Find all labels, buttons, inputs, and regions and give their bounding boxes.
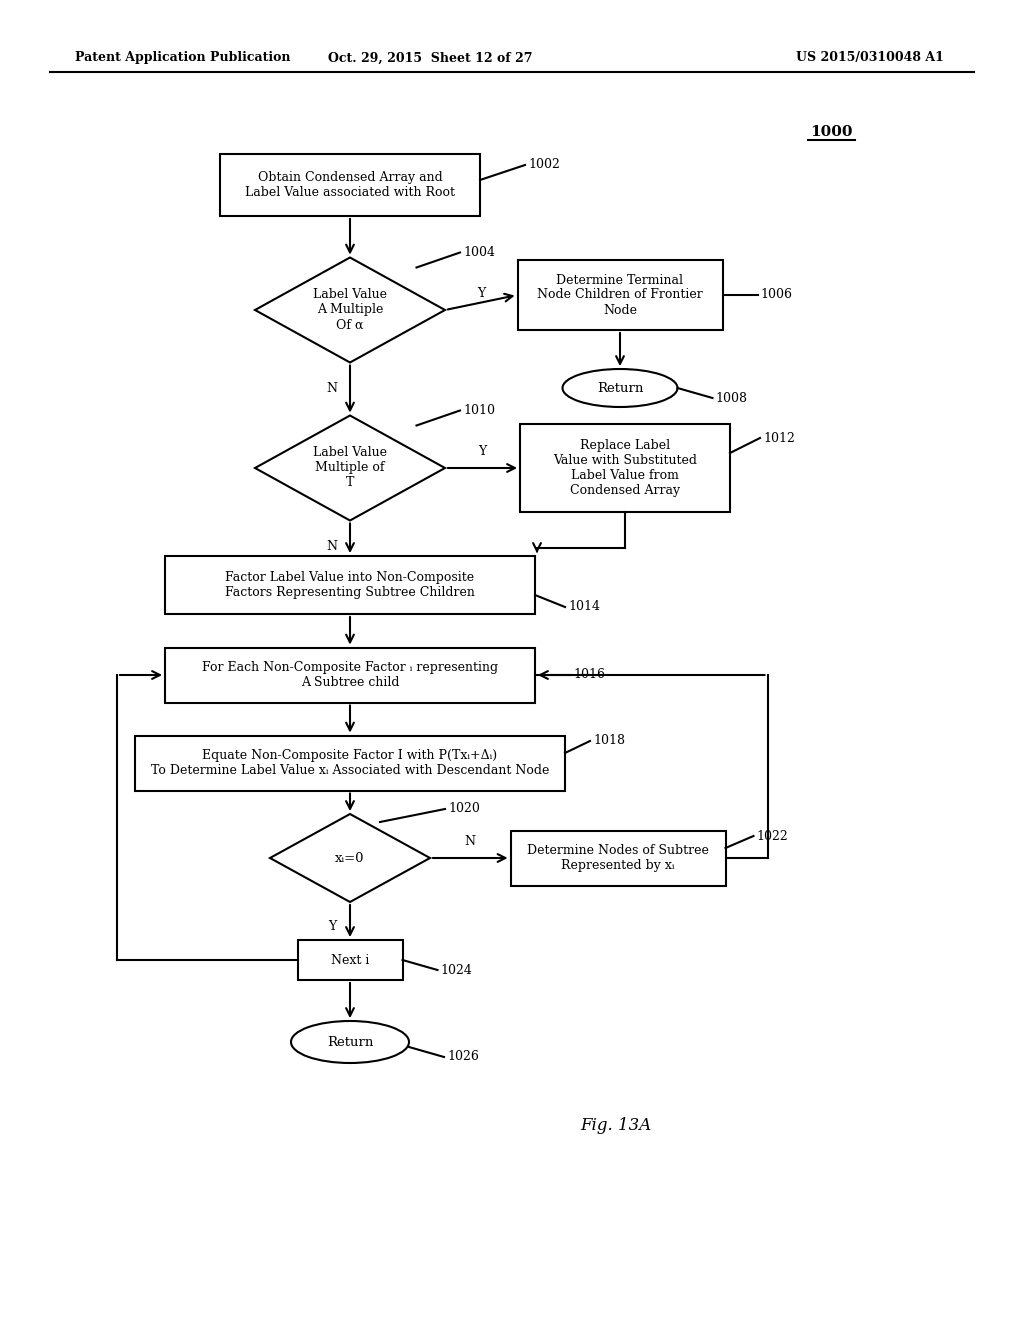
Text: Determine Terminal
Node Children of Frontier
Node: Determine Terminal Node Children of Fron… (538, 273, 702, 317)
Text: Y: Y (477, 286, 485, 300)
Text: xᵢ=0: xᵢ=0 (335, 851, 365, 865)
Text: 1002: 1002 (528, 158, 560, 172)
Text: 1022: 1022 (757, 829, 788, 842)
Bar (165, 648, 535, 702)
Text: 1008: 1008 (716, 392, 748, 404)
Text: Fig. 13A: Fig. 13A (580, 1117, 651, 1134)
Text: Next i: Next i (331, 953, 370, 966)
Text: Return: Return (597, 381, 643, 395)
Text: 1020: 1020 (449, 803, 480, 816)
Polygon shape (255, 257, 445, 363)
Text: Oct. 29, 2015  Sheet 12 of 27: Oct. 29, 2015 Sheet 12 of 27 (328, 51, 532, 65)
Text: 1024: 1024 (440, 964, 472, 977)
Text: Y: Y (478, 445, 486, 458)
Bar (520, 424, 730, 512)
Text: N: N (327, 540, 338, 553)
Text: Factor Label Value into Non-Composite
Factors Representing Subtree Children: Factor Label Value into Non-Composite Fa… (225, 572, 475, 599)
Bar (135, 735, 565, 791)
Text: Replace Label
Value with Substituted
Label Value from
Condensed Array: Replace Label Value with Substituted Lab… (553, 440, 697, 498)
Text: 1014: 1014 (568, 601, 600, 614)
Bar (298, 940, 402, 979)
Polygon shape (255, 416, 445, 520)
Text: Label Value
Multiple of
T: Label Value Multiple of T (313, 446, 387, 490)
Bar (220, 154, 480, 216)
Text: Label Value
A Multiple
Of α: Label Value A Multiple Of α (313, 289, 387, 331)
Text: Determine Nodes of Subtree
Represented by xᵢ: Determine Nodes of Subtree Represented b… (527, 843, 709, 873)
Text: Patent Application Publication: Patent Application Publication (75, 51, 291, 65)
Bar (517, 260, 723, 330)
Text: US 2015/0310048 A1: US 2015/0310048 A1 (796, 51, 944, 65)
Text: Y: Y (328, 920, 336, 933)
Text: N: N (327, 383, 338, 396)
Text: 1018: 1018 (593, 734, 625, 747)
Text: 1026: 1026 (447, 1051, 479, 1064)
Text: 1010: 1010 (463, 404, 495, 417)
Bar (511, 830, 725, 886)
Text: 1012: 1012 (763, 432, 795, 445)
Bar (165, 556, 535, 614)
Text: 1016: 1016 (573, 668, 605, 681)
Text: 1000: 1000 (810, 125, 853, 139)
Text: Return: Return (327, 1035, 373, 1048)
Text: For Each Non-Composite Factor ᵢ representing
A Subtree child: For Each Non-Composite Factor ᵢ represen… (202, 661, 498, 689)
Ellipse shape (291, 1020, 409, 1063)
Ellipse shape (562, 370, 678, 407)
Polygon shape (270, 814, 430, 902)
Text: 1004: 1004 (463, 246, 495, 259)
Text: Equate Non-Composite Factor I with P(Txᵢ+Δᵢ)
To Determine Label Value xᵢ Associa: Equate Non-Composite Factor I with P(Txᵢ… (151, 748, 549, 777)
Text: 1006: 1006 (761, 289, 793, 301)
Text: N: N (465, 836, 476, 847)
Text: Obtain Condensed Array and
Label Value associated with Root: Obtain Condensed Array and Label Value a… (245, 172, 455, 199)
